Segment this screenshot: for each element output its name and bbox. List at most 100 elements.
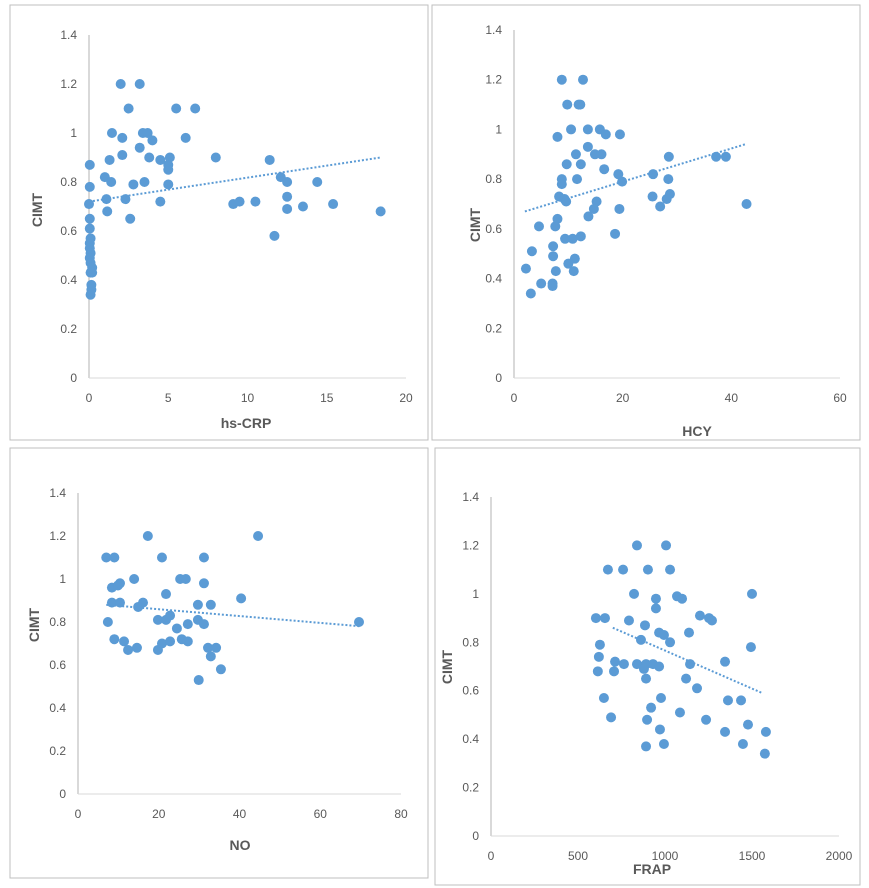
data-point [639,620,650,631]
data-point [661,540,672,551]
data-point [745,642,756,653]
x-tick-label: 1000 [652,849,679,863]
x-tick-label: 0 [511,391,518,405]
data-point [128,179,139,190]
chart-panel-4: 0 0.2 0.4 0.6 0.8 1 1.2 1.4 0 500 1000 1500 2000 FRAP… [434,447,861,886]
x-tick-label: 0 [75,807,82,821]
chart-panel-3: 0 0.2 0.4 0.6 0.8 1 1.2 1.4 0 20 40 60 80 NO CIMT [9,447,429,879]
data-point [133,601,144,612]
y-tick-label: 0.6 [462,684,479,698]
data-point [198,619,209,630]
y-tick-label: 0.6 [60,224,77,238]
data-point [282,191,293,202]
x-tick-label: 1500 [739,849,766,863]
x-tick-label: 0 [86,391,93,405]
data-point [635,634,646,645]
data-point [102,617,113,627]
data-point [720,151,731,162]
trendline [612,626,763,695]
data-point [156,552,167,563]
data-point [658,630,669,641]
data-point [655,692,666,703]
data-point [606,712,617,723]
data-point [561,159,572,170]
y-tick-label: 0.4 [49,701,66,715]
data-point [125,213,136,224]
data-point [84,223,95,234]
data-point [596,149,607,160]
data-point [556,179,567,190]
data-point [655,201,666,212]
chart-border [9,447,429,879]
data-point [234,196,245,207]
data-point [269,230,280,241]
y-tick-label: 1.4 [49,486,66,500]
y-tick-label: 0.4 [462,732,479,746]
data-point [84,213,95,224]
x-tick-label: 40 [725,391,739,405]
data-point [582,124,593,135]
data-point [701,714,712,725]
y-axis-title: CIMT [29,192,45,227]
data-point [736,695,747,706]
data-point [641,673,652,684]
data-point [642,564,653,575]
x-axis-title: hs-CRP [221,415,272,431]
data-point [203,642,214,653]
data-point [236,593,247,604]
y-tick-label: 0.8 [60,175,77,189]
data-point [685,659,696,670]
data-point [182,636,193,647]
data-point [661,194,672,205]
data-point [165,610,176,621]
data-point [297,201,308,212]
data-point [548,241,559,252]
data-point [526,246,537,257]
data-point [610,228,621,239]
data-point [163,164,174,175]
data-point [115,79,126,89]
data-point [650,593,661,604]
data-point [190,103,201,114]
x-tick-label: 500 [568,849,588,863]
data-point [720,726,731,737]
data-point [575,159,586,170]
y-tick-label: 1 [495,122,502,136]
data-point [253,531,264,541]
x-tick-label: 20 [152,807,166,821]
data-point [742,719,753,730]
x-axis-title: HCY [682,423,712,439]
data-point [760,726,771,737]
data-point [658,738,669,749]
data-point [102,206,113,217]
data-point [152,614,163,625]
data-point [129,574,140,584]
data-point [737,738,748,749]
trendline [106,603,361,628]
data-point [602,564,613,575]
data-point [354,617,365,627]
data-point [134,142,145,153]
data-point [654,661,665,672]
data-point [520,263,531,274]
y-tick-label: 1.4 [462,490,479,504]
x-tick-label: 10 [241,391,255,405]
y-tick-label: 1.4 [485,23,502,37]
data-point [599,164,610,175]
data-point [87,267,98,278]
data-point [198,578,209,589]
data-point [123,103,134,114]
data-point [104,154,115,165]
chart-panel-1: 0 0.2 0.4 0.6 0.8 1 1.2 1.4 0 5 10 15 20 hs-CRP CIMT [9,4,429,441]
x-tick-label: 5 [165,391,172,405]
data-point [205,651,216,662]
y-tick-label: 0.4 [60,273,77,287]
data-point [205,599,216,610]
data-point [572,174,583,185]
y-tick-label: 0 [59,787,66,801]
data-point [642,714,653,725]
trendline [88,156,381,203]
data-point [156,638,167,649]
data-point [171,623,182,634]
data-point [119,636,130,647]
